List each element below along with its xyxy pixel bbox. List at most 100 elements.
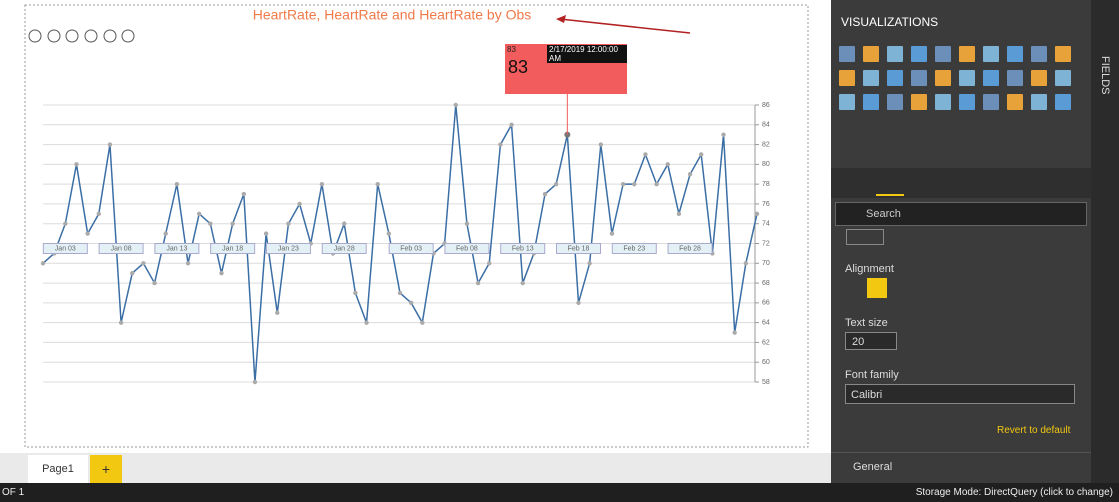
- revert-link[interactable]: Revert to default: [997, 425, 1071, 436]
- visual-icon[interactable]: [863, 46, 879, 62]
- point: [196, 211, 202, 217]
- point: [509, 122, 514, 127]
- x-tick-label: Jan 03: [55, 245, 76, 252]
- add-page[interactable]: +: [90, 455, 122, 483]
- visual-icon[interactable]: [983, 46, 999, 62]
- color-picker[interactable]: [846, 229, 884, 245]
- visual-icon[interactable]: [935, 94, 951, 110]
- visual-icon[interactable]: [1007, 70, 1023, 86]
- fields-tab[interactable]: FIELDS: [1091, 0, 1119, 483]
- plot: 58 60 62 64 66 68 70 72 74 76 78 80 82 84 86 Jan 03 Jan …: [40, 94, 770, 386]
- point: [665, 162, 670, 167]
- storage-mode[interactable]: Storage Mode: DirectQuery (click to chan…: [915, 487, 1113, 498]
- point: [475, 280, 481, 286]
- x-tick-label: Jan 18: [222, 245, 243, 252]
- point: [687, 172, 693, 177]
- visual-icon[interactable]: [863, 70, 879, 86]
- font-select[interactable]: Calibri: [845, 384, 1075, 404]
- pause[interactable]: [47, 29, 61, 43]
- point: [676, 211, 682, 217]
- alignment-label: Alignment: [845, 263, 894, 275]
- point: [386, 231, 392, 236]
- visual-icon[interactable]: [959, 70, 975, 86]
- play-controls[interactable]: [28, 29, 135, 43]
- search-box[interactable]: Search: [835, 202, 1087, 226]
- x-label-box: [98, 243, 144, 254]
- visual-icon[interactable]: [1055, 70, 1071, 86]
- x-label-box: [265, 243, 311, 254]
- play[interactable]: [28, 29, 42, 43]
- point: [275, 310, 280, 315]
- y-tick-label: 86: [762, 102, 770, 109]
- visual-icon[interactable]: [935, 70, 951, 86]
- visual-icon[interactable]: [887, 94, 903, 110]
- visual-icon[interactable]: [911, 94, 927, 110]
- point: [542, 191, 548, 197]
- point: [632, 181, 637, 187]
- point: [185, 261, 191, 266]
- y-tick-label: 72: [762, 240, 770, 247]
- point: [654, 181, 659, 187]
- page-tab[interactable]: Page1: [28, 455, 88, 483]
- y-tick-label: 70: [762, 260, 770, 267]
- point: [721, 132, 726, 137]
- visual-icon[interactable]: [839, 70, 855, 86]
- visual-icon[interactable]: [1007, 46, 1023, 62]
- y-tick-label: 64: [762, 319, 770, 326]
- x-tick-label: Feb 13: [512, 245, 534, 252]
- visual-icon[interactable]: [839, 94, 855, 110]
- visual-icon[interactable]: [959, 46, 975, 62]
- visual-icon[interactable]: [983, 70, 999, 86]
- page-tabs: Page1 +: [0, 453, 831, 483]
- x-label-box: [210, 243, 256, 254]
- x-tick-label: Jan 23: [278, 245, 299, 252]
- x-tick-label: Jan 13: [166, 245, 187, 252]
- visual-icon[interactable]: [887, 70, 903, 86]
- point: [208, 221, 213, 226]
- x-tick-label: Feb 03: [400, 245, 422, 252]
- visual-icon[interactable]: [1031, 94, 1047, 110]
- y-tick-label: 84: [762, 122, 770, 129]
- tooltip-date: 2/17/2019 12:00:00 AM: [547, 45, 627, 63]
- first[interactable]: [65, 29, 79, 43]
- fields-label: FIELDS: [1099, 56, 1111, 95]
- tooltip-small: 83: [507, 45, 516, 54]
- point: [118, 320, 124, 325]
- last[interactable]: [121, 29, 135, 43]
- visual-icon[interactable]: [839, 46, 855, 62]
- x-label-box: [444, 243, 490, 254]
- point: [464, 221, 470, 226]
- visual-icon[interactable]: [911, 70, 927, 86]
- visual-icon[interactable]: [1031, 46, 1047, 62]
- point: [241, 191, 247, 197]
- visual-icon[interactable]: [1031, 70, 1047, 86]
- visual-icon[interactable]: [887, 46, 903, 62]
- point: [230, 221, 235, 226]
- visual-icon[interactable]: [1007, 94, 1023, 110]
- text-size-label: Text size: [845, 317, 888, 329]
- point: [420, 320, 425, 325]
- point: [643, 152, 648, 157]
- y-tick-label: 58: [762, 379, 770, 386]
- point: [520, 280, 525, 286]
- visual-icon[interactable]: [1055, 46, 1071, 62]
- visual-icon[interactable]: [983, 94, 999, 110]
- prev[interactable]: [84, 29, 98, 43]
- align-center[interactable]: [867, 278, 887, 298]
- general-section[interactable]: General: [853, 461, 893, 473]
- point: [252, 379, 258, 385]
- divider: [831, 452, 1091, 453]
- visual-icon[interactable]: [1055, 94, 1071, 110]
- visual-icon[interactable]: [935, 46, 951, 62]
- text-size-input[interactable]: 20: [845, 332, 897, 350]
- point: [353, 290, 358, 296]
- point: [63, 221, 68, 226]
- next[interactable]: [103, 29, 117, 43]
- visual-icon[interactable]: [911, 46, 927, 62]
- visual-icon[interactable]: [959, 94, 975, 110]
- annotation-arrow: [559, 18, 691, 34]
- pane-title: VISUALIZATIONS: [841, 15, 939, 29]
- point: [754, 211, 760, 217]
- point: [263, 231, 269, 236]
- visual-icon[interactable]: [863, 94, 879, 110]
